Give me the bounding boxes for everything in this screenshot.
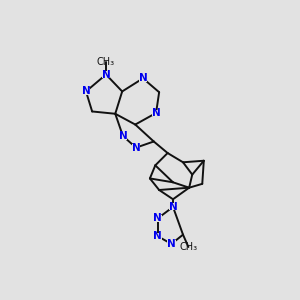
Text: N: N [82, 86, 90, 96]
Text: N: N [167, 239, 176, 249]
Text: CH₃: CH₃ [97, 57, 115, 67]
Bar [102, 71, 110, 78]
Text: CH₃: CH₃ [179, 242, 197, 252]
Text: N: N [169, 202, 177, 212]
Text: N: N [132, 143, 140, 153]
Bar [167, 240, 176, 247]
Bar [153, 215, 162, 222]
Bar [152, 110, 160, 116]
Bar [132, 144, 140, 151]
Text: N: N [102, 70, 110, 80]
Bar [82, 88, 90, 95]
Bar [153, 233, 162, 240]
Text: N: N [153, 214, 162, 224]
Text: N: N [153, 231, 162, 241]
Text: N: N [118, 131, 127, 141]
Bar [169, 203, 177, 210]
Bar [119, 133, 127, 140]
Text: N: N [139, 73, 147, 83]
Bar [139, 75, 147, 82]
Text: N: N [152, 108, 161, 118]
